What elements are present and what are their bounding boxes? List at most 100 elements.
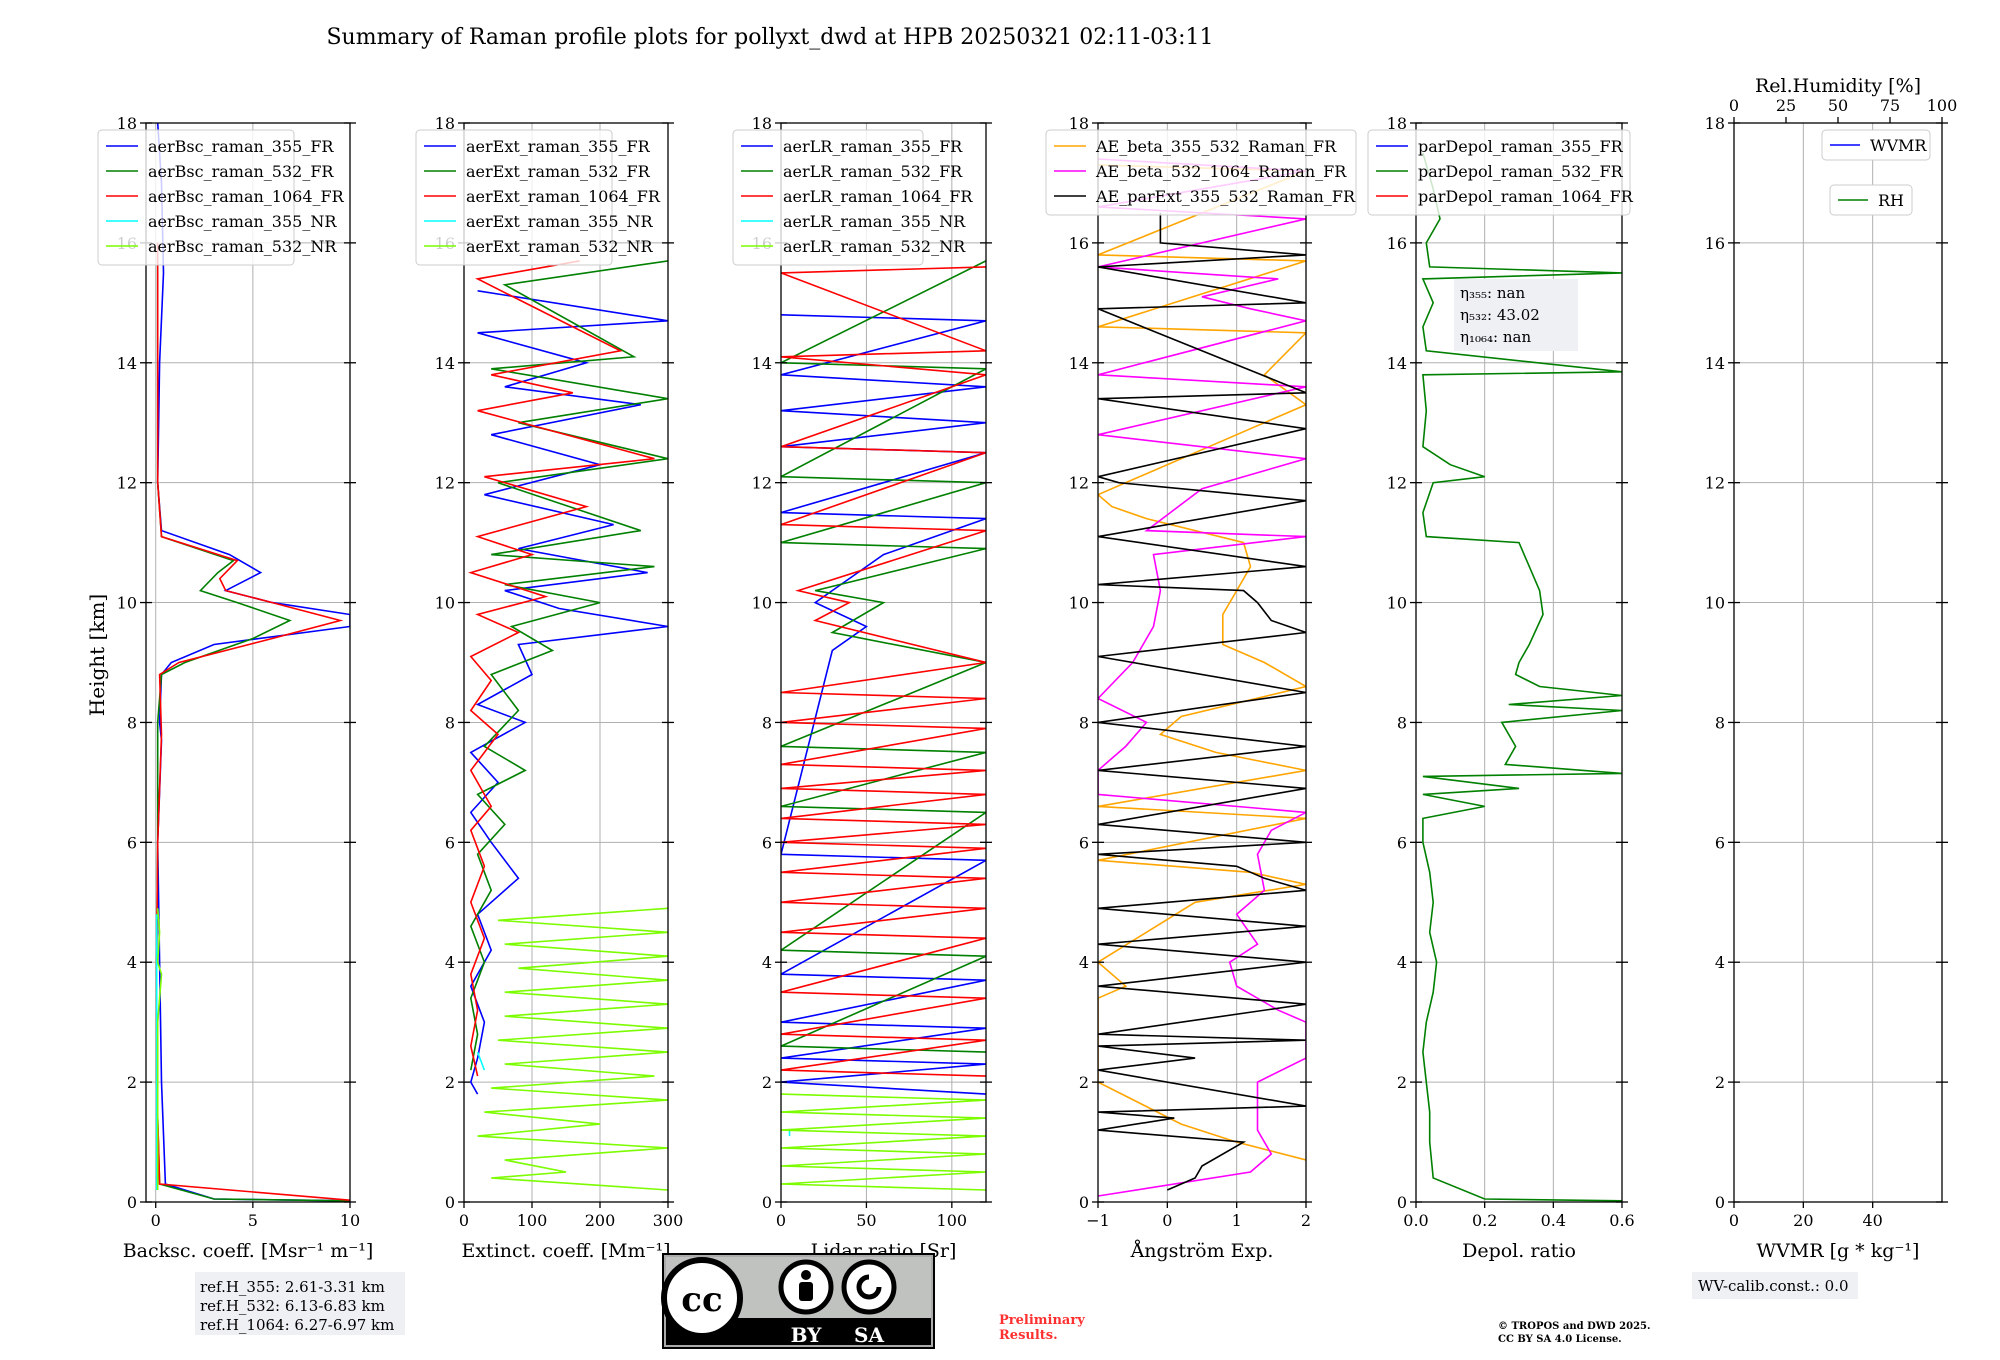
x-tick-label: 0 bbox=[1729, 1211, 1739, 1230]
y-tick-label: 16 bbox=[1705, 234, 1725, 253]
panel-frame bbox=[780, 122, 987, 1203]
y-tick-label: 2 bbox=[1079, 1073, 1089, 1092]
top-x-tick-label: 0 bbox=[1729, 96, 1739, 115]
series-line-aerExt_raman_355_FR bbox=[469, 290, 668, 1095]
figure-title: Summary of Raman profile plots for polly… bbox=[326, 25, 1213, 50]
x-tick-label: 0.2 bbox=[1472, 1211, 1497, 1230]
legend-entry-label: aerBsc_raman_355_NR bbox=[148, 212, 337, 231]
legend-entry-label: parDepol_raman_355_FR bbox=[1418, 137, 1624, 156]
legend-entry-label: aerExt_raman_355_FR bbox=[466, 137, 651, 156]
legend: aerBsc_raman_355_FR aerBsc_raman_532_FRae… bbox=[97, 129, 345, 266]
x-tick-label: 0.6 bbox=[1609, 1211, 1634, 1230]
x-tick-label: 0.4 bbox=[1541, 1211, 1566, 1230]
legend: RH bbox=[1829, 184, 1913, 216]
y-tick-label: 6 bbox=[127, 833, 137, 852]
x-axis-label: Ångström Exp. bbox=[1130, 1240, 1274, 1262]
legend-entry-label: aerExt_raman_1064_FR bbox=[466, 187, 661, 206]
y-tick-label: 18 bbox=[435, 114, 455, 133]
x-tick-label: 0.0 bbox=[1403, 1211, 1428, 1230]
y-tick-label: 8 bbox=[1079, 713, 1089, 732]
legend: aerExt_raman_355_FR aerExt_raman_532_FRae… bbox=[415, 129, 661, 266]
y-tick-label: 12 bbox=[435, 474, 455, 493]
y-tick-label: 4 bbox=[1079, 953, 1089, 972]
y-tick-label: 14 bbox=[1705, 354, 1725, 373]
y-tick-label: 14 bbox=[117, 354, 137, 373]
legend-entry-label: aerBsc_raman_532_FR bbox=[148, 162, 334, 181]
x-tick-label: 5 bbox=[248, 1211, 258, 1230]
panel-ext: 0246810121416180100200300Extinct. coeff.… bbox=[415, 114, 683, 1262]
y-tick-label: 10 bbox=[1069, 594, 1089, 613]
y-tick-label: 10 bbox=[117, 594, 137, 613]
y-tick-label: 0 bbox=[127, 1193, 137, 1212]
reference-height-box-bg bbox=[195, 1272, 405, 1335]
series-group bbox=[1421, 152, 1622, 1202]
top-x-tick-label: 25 bbox=[1776, 96, 1796, 115]
y-tick-label: 6 bbox=[445, 833, 455, 852]
x-tick-label: 50 bbox=[856, 1211, 876, 1230]
series-group bbox=[155, 123, 350, 1202]
x-tick-label: 10 bbox=[340, 1211, 360, 1230]
y-tick-label: 12 bbox=[1069, 474, 1089, 493]
legend: parDepol_raman_355_FR parDepol_raman_532_… bbox=[1367, 129, 1634, 216]
legend: aerLR_raman_355_FR aerLR_raman_532_FR aerL… bbox=[732, 129, 973, 266]
y-tick-label: 2 bbox=[1715, 1073, 1725, 1092]
legend-entry-label: AE_beta_532_1064_Raman_FR bbox=[1095, 162, 1347, 181]
reference-height-box: ref.H_355: 2.61-3.31 km ref.H_532: 6.13-… bbox=[195, 1272, 405, 1335]
panel-frame bbox=[1733, 122, 1943, 1203]
wv-calib-box-bg bbox=[1692, 1272, 1858, 1299]
y-tick-label: 18 bbox=[1069, 114, 1089, 133]
y-tick-label: 6 bbox=[1079, 833, 1089, 852]
panel-frame bbox=[145, 122, 351, 1203]
y-tick-label: 8 bbox=[445, 713, 455, 732]
preliminary-note-line1: Preliminary bbox=[999, 1313, 1085, 1328]
y-tick-label: 6 bbox=[762, 833, 772, 852]
y-tick-label: 4 bbox=[1715, 953, 1725, 972]
ref-h-1064: ref.H_1064: 6.27-6.97 km bbox=[200, 1316, 394, 1334]
top-x-tick-label: 100 bbox=[1927, 96, 1958, 115]
legend-entry-label: aerLR_raman_1064_FR bbox=[783, 187, 973, 206]
legend-frame bbox=[1829, 184, 1913, 216]
legend-entry-label: aerBsc_raman_1064_FR bbox=[148, 187, 345, 206]
y-tick-label: 18 bbox=[752, 114, 772, 133]
y-tick-label: 8 bbox=[762, 713, 772, 732]
y-tick-label: 4 bbox=[1397, 953, 1407, 972]
panel-frame bbox=[463, 122, 669, 1203]
legend-frame bbox=[1367, 129, 1631, 216]
legend-entry-label: aerExt_raman_532_FR bbox=[466, 162, 651, 181]
legend-entry-label: aerExt_raman_532_NR bbox=[466, 237, 654, 256]
x-tick-label: 100 bbox=[937, 1211, 968, 1230]
y-tick-label: 18 bbox=[1387, 114, 1407, 133]
y-tick-label: 2 bbox=[1397, 1073, 1407, 1092]
y-tick-label: 14 bbox=[1387, 354, 1407, 373]
series-line-aerLR_raman_532_FR bbox=[781, 260, 986, 1053]
panel-bsc: 0246810121416180510Backsc. coeff. [Msr⁻¹… bbox=[97, 114, 373, 1262]
legend-frame bbox=[97, 129, 295, 266]
panel-frame bbox=[1415, 122, 1623, 1203]
x-axis-label: Depol. ratio bbox=[1462, 1240, 1576, 1262]
x-tick-label: 0 bbox=[459, 1211, 469, 1230]
legend: WVMR bbox=[1821, 129, 1931, 161]
series-line-aerLR_raman_532_NR bbox=[781, 1093, 986, 1191]
panel-dep: 0 2 4 6 8 10 12 14 16 18 0.0 0.2 0.4 0.6 Depol. ratio p… bbox=[1367, 114, 1635, 1262]
annotation-eta1064: η₁₀₆₄: nan bbox=[1460, 328, 1531, 346]
y-tick-label: 6 bbox=[1715, 833, 1725, 852]
y-tick-label: 16 bbox=[1069, 234, 1089, 253]
y-tick-label: 10 bbox=[1705, 594, 1725, 613]
preliminary-note-line2: Results. bbox=[999, 1328, 1058, 1343]
cc-icon-letters: cc bbox=[681, 1280, 722, 1320]
x-tick-label: 0 bbox=[776, 1211, 786, 1230]
y-tick-label: 0 bbox=[762, 1193, 772, 1212]
top-x-axis-label: Rel.Humidity [%] bbox=[1755, 75, 1921, 97]
legend-entry-label: aerLR_raman_532_FR bbox=[783, 162, 963, 181]
series-line-AE_beta_355_532_Raman_FR bbox=[1098, 164, 1306, 1161]
y-tick-label: 12 bbox=[752, 474, 772, 493]
ref-h-532: ref.H_532: 6.13-6.83 km bbox=[200, 1297, 385, 1315]
series-line-parDepol_raman_532_FR bbox=[1421, 152, 1622, 1202]
ref-h-355: ref.H_355: 2.61-3.31 km bbox=[200, 1278, 385, 1296]
copyright-line1: © TROPOS and DWD 2025. bbox=[1498, 1321, 1650, 1332]
y-tick-label: 18 bbox=[117, 114, 137, 133]
sa-share-alike-icon bbox=[841, 1259, 897, 1315]
